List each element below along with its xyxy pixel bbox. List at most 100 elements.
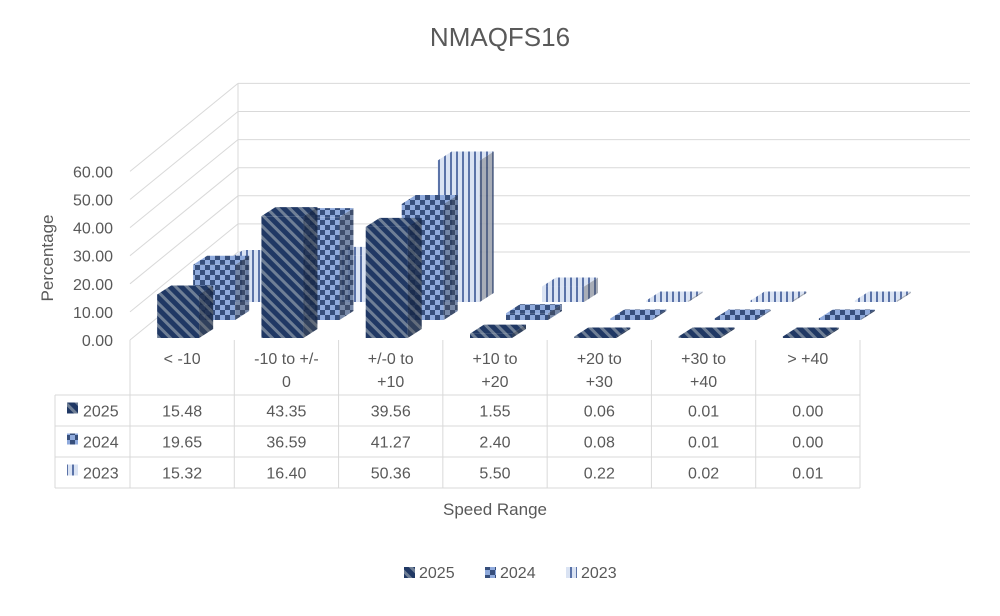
bar-front [157,294,200,338]
table-cell: 0.06 [584,404,615,421]
table-row: 2024 19.65 36.59 41.27 2.40 0.08 0.01 0.00 [67,433,824,452]
bar-top [574,327,631,337]
bar-top [714,309,771,319]
category-label: +40 [690,374,717,391]
legend-swatch [485,567,496,578]
y-axis-label: Percentage [38,215,57,302]
table-cell: 41.27 [371,435,411,452]
bar-top [157,285,214,295]
y-tick-label: 20.00 [73,277,113,294]
bar-2023-2 [437,151,494,302]
bar-front [506,313,548,320]
bar-side [792,291,807,302]
bar-side-shade [235,255,250,320]
bar-top [854,291,911,301]
x-axis-label: Speed Range [443,500,547,519]
bar-top [818,309,875,319]
y-tick-label: 10.00 [73,305,113,322]
bar-top [401,195,458,205]
y-tick-label: 40.00 [73,221,113,238]
data-table: < -10 -10 to +/- 0 +/-0 to +10 +10 to +20 +20 t… [54,340,861,489]
table-cell: 2.40 [479,435,510,452]
table-cell: 0.08 [584,435,615,452]
legend-item: 2025 [404,565,455,582]
bar-front [261,216,304,338]
table-cell: 0.01 [688,404,719,421]
bar-side-shade [824,327,839,338]
legend-item: 2024 [485,565,536,582]
bar-front [782,336,825,338]
table-cell: 0.01 [792,466,823,483]
bar-side-shade [688,291,703,302]
side-gridline [129,139,239,228]
bar-side-shade [652,309,667,320]
side-gridline [129,83,239,172]
category-label: > +40 [787,351,828,368]
bar-side [199,285,214,338]
legend-swatch [404,567,415,578]
bar-front [818,318,861,320]
legend-label: 2024 [500,565,536,582]
bar-2023-3 [542,277,598,302]
category-label: -10 to +/- [254,351,318,368]
bar-side [512,324,526,338]
legend-item: 2023 [566,565,617,582]
bar-top [506,304,562,314]
bar-2024-6 [818,309,875,320]
bar-2025-5 [678,327,735,338]
category-label: +10 [377,374,404,391]
bar-side-shade [548,304,562,320]
bar-front [365,226,408,338]
bar-side [339,208,354,320]
bar-front [678,336,721,338]
bar-side-shade [896,291,911,302]
bar-2025-4 [574,327,631,338]
bar-side-shade [512,324,526,338]
table-cell: 0.00 [792,404,823,421]
bar-side [756,309,771,320]
table-cell: 0.01 [688,435,719,452]
legend-key-swatch [67,464,78,476]
table-cell: 50.36 [371,466,411,483]
side-gridline [129,111,239,200]
bar-side-shade [303,207,318,338]
bar-2023-6 [854,291,911,302]
bar-2024-4 [610,309,667,320]
y-tick-label: 50.00 [73,193,113,210]
side-gridline [129,223,239,313]
legend-label: 2023 [581,565,617,582]
bar-side [896,291,911,302]
bar-front [610,318,653,320]
bar-side [688,291,703,302]
table-cell: 15.32 [162,466,202,483]
bar-top [646,291,703,301]
bar-top [470,324,526,334]
bar-front [854,300,897,302]
table-cell: 5.50 [479,466,510,483]
bar-top [750,291,807,301]
bars [157,151,911,338]
bar-top [678,327,735,337]
bar-front [542,286,584,302]
bar-side-shade [616,327,631,338]
bar-top [437,151,494,161]
table-row: 2023 15.32 16.40 50.36 5.50 0.22 0.02 0.01 [67,464,824,483]
table-cell: 43.35 [266,404,306,421]
bar-top [542,277,598,287]
legend: 2025 2024 2023 [404,565,617,582]
series-label: 2023 [83,466,119,483]
bar-top [193,255,250,265]
bar-side-shade [756,309,771,320]
bar-side [720,327,735,338]
bar-side [824,327,839,338]
legend-key-swatch [67,402,78,414]
bar-2024-5 [714,309,771,320]
bar-side-shade [199,285,214,338]
bar-side [652,309,667,320]
y-tick-label: 0.00 [82,333,113,350]
bar-2025-1 [261,207,318,338]
y-axis-ticks: 0.00 10.00 20.00 30.00 40.00 50.00 60.00 [73,164,113,350]
bar-2025-2 [365,217,422,338]
